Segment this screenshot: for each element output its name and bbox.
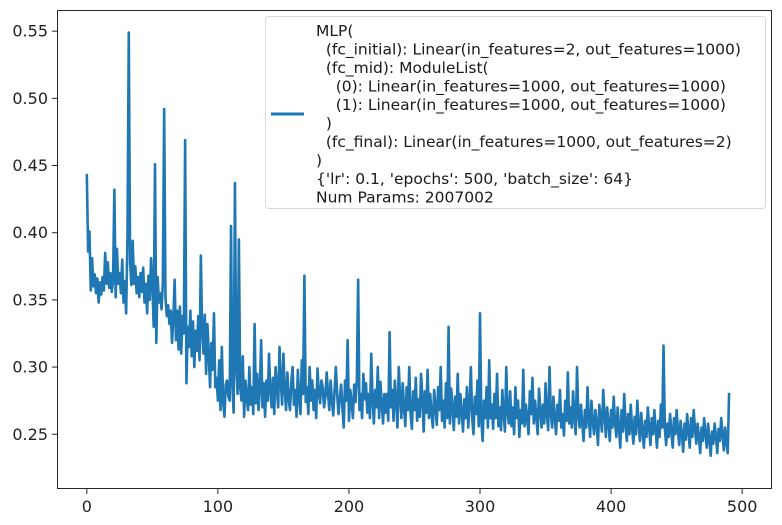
legend-line: Num Params: 2007002: [316, 189, 494, 207]
legend-text-block: MLP( (fc_initial): Linear(in_features=2,…: [316, 22, 741, 207]
legend-line: MLP(: [316, 22, 353, 40]
y-tick-label: 0.40: [12, 223, 48, 242]
legend-line: (fc_mid): ModuleList(: [316, 59, 489, 78]
y-tick-label: 0.45: [12, 156, 48, 175]
y-axis: 0.25 0.30 0.35 0.40 0.45 0.50 0.55: [12, 22, 58, 444]
legend-line: (1): Linear(in_features=1000, out_featur…: [316, 96, 726, 115]
legend-line: {'lr': 0.1, 'epochs': 500, 'batch_size':…: [316, 170, 633, 189]
legend-line: ): [316, 115, 332, 133]
y-tick-label: 0.35: [12, 290, 48, 309]
legend-line: ): [316, 152, 322, 170]
y-tick-label: 0.50: [12, 89, 48, 108]
series-layer: [85, 31, 731, 458]
x-axis: 0 100 200 300 400 500: [82, 488, 758, 516]
legend-line: (fc_initial): Linear(in_features=2, out_…: [316, 41, 741, 60]
loss-series-line: [85, 31, 731, 458]
legend-line: (0): Linear(in_features=1000, out_featur…: [316, 78, 726, 97]
x-tick-label: 100: [203, 497, 234, 516]
x-tick-label: 0: [82, 497, 92, 516]
y-tick-label: 0.25: [12, 425, 48, 444]
legend-line: (fc_final): Linear(in_features=1000, out…: [316, 133, 732, 152]
x-tick-label: 200: [334, 497, 365, 516]
y-tick-label: 0.55: [12, 22, 48, 41]
y-tick-label: 0.30: [12, 358, 48, 377]
x-tick-label: 500: [727, 497, 758, 516]
legend-box: [265, 16, 766, 209]
x-tick-label: 300: [465, 497, 496, 516]
legend: MLP( (fc_initial): Linear(in_features=2,…: [265, 16, 766, 209]
x-tick-label: 400: [596, 497, 627, 516]
